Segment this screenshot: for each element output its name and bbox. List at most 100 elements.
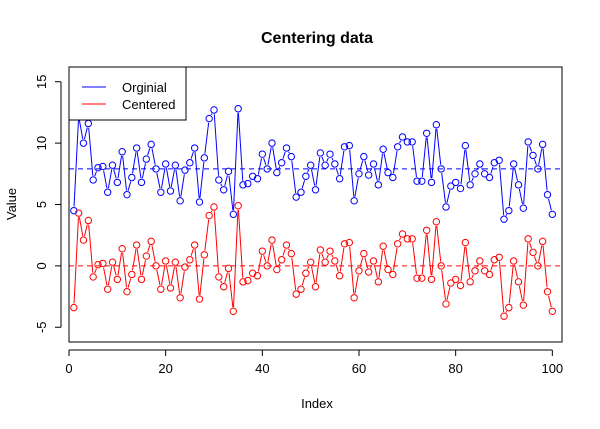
series-segment bbox=[122, 155, 128, 191]
series-segment bbox=[315, 254, 321, 283]
data-point bbox=[239, 181, 247, 189]
series-segment bbox=[257, 255, 263, 272]
data-point bbox=[534, 262, 542, 270]
data-point bbox=[190, 241, 199, 249]
series-segment bbox=[213, 211, 220, 273]
x-tick-label: 60 bbox=[352, 361, 366, 376]
data-point bbox=[302, 269, 310, 277]
series-segment bbox=[199, 161, 205, 198]
x-tick-label: 100 bbox=[541, 361, 563, 376]
data-point bbox=[268, 139, 276, 147]
data-point bbox=[282, 144, 291, 152]
data-point bbox=[495, 156, 503, 165]
data-point bbox=[538, 140, 547, 149]
series-segment bbox=[533, 159, 537, 166]
series-segment bbox=[310, 169, 316, 186]
data-point bbox=[277, 159, 286, 167]
data-point bbox=[128, 173, 136, 182]
data-point bbox=[166, 187, 175, 195]
series-segment bbox=[180, 174, 185, 197]
series-segment bbox=[175, 169, 181, 197]
series-segment bbox=[548, 295, 552, 308]
data-point bbox=[94, 260, 102, 269]
series-segment bbox=[321, 253, 325, 259]
y-tick-label: 10 bbox=[34, 136, 49, 150]
series-segment bbox=[156, 172, 161, 189]
data-point bbox=[287, 249, 296, 258]
series-segment bbox=[301, 277, 306, 286]
series-segment bbox=[436, 225, 442, 262]
legend-label-orginial: Orginial bbox=[122, 80, 167, 95]
series-segment bbox=[161, 168, 166, 189]
series-segment bbox=[161, 265, 166, 286]
data-point bbox=[297, 188, 305, 196]
series-segment bbox=[331, 254, 334, 258]
series-segment bbox=[518, 188, 523, 205]
x-axis: 0 20 40 60 80 100 bbox=[65, 349, 563, 376]
series-segment bbox=[354, 274, 359, 294]
plot-area bbox=[69, 105, 562, 320]
data-point bbox=[273, 265, 281, 274]
data-point bbox=[263, 165, 271, 173]
series-segment bbox=[170, 266, 176, 284]
x-tick-label: 0 bbox=[65, 361, 72, 376]
plot-frame bbox=[68, 66, 563, 343]
data-point bbox=[282, 241, 291, 249]
series-segment bbox=[529, 242, 533, 249]
data-point bbox=[297, 285, 305, 293]
series-segment bbox=[476, 264, 479, 268]
data-point bbox=[500, 215, 508, 223]
series-segment bbox=[307, 265, 310, 270]
series-segment bbox=[349, 246, 355, 294]
data-point bbox=[369, 257, 378, 265]
data-point bbox=[253, 272, 262, 280]
series-segment bbox=[267, 147, 272, 165]
series-centered bbox=[70, 202, 557, 320]
data-point bbox=[543, 287, 552, 296]
series-segment bbox=[220, 280, 223, 284]
series-segment bbox=[165, 265, 171, 284]
data-point bbox=[128, 270, 136, 279]
series-segment bbox=[446, 190, 451, 203]
series-segment bbox=[412, 145, 417, 178]
data-point bbox=[113, 275, 122, 284]
data-point bbox=[306, 161, 315, 169]
series-segment bbox=[237, 112, 244, 181]
data-point bbox=[147, 237, 155, 246]
data-point bbox=[543, 190, 552, 199]
series-segment bbox=[446, 287, 451, 300]
series-segment bbox=[84, 224, 88, 237]
series-segment bbox=[426, 137, 432, 179]
data-point bbox=[161, 160, 170, 168]
series-segment bbox=[326, 157, 329, 162]
data-point bbox=[210, 203, 218, 211]
series-segment bbox=[349, 149, 355, 197]
data-point bbox=[74, 209, 83, 217]
series-segment bbox=[199, 258, 205, 295]
series-segment bbox=[73, 120, 79, 207]
data-point bbox=[447, 279, 455, 287]
series-segment bbox=[542, 245, 548, 288]
series-segment bbox=[291, 257, 297, 291]
series-segment bbox=[431, 128, 437, 179]
data-point bbox=[398, 230, 407, 238]
data-point bbox=[461, 141, 470, 150]
data-point bbox=[355, 170, 363, 178]
series-segment bbox=[373, 264, 378, 278]
series-segment bbox=[117, 155, 123, 179]
data-point bbox=[466, 278, 474, 286]
data-point bbox=[219, 283, 228, 291]
data-point bbox=[326, 247, 334, 255]
series-segment bbox=[465, 149, 471, 181]
data-point bbox=[166, 284, 175, 292]
series-segment bbox=[263, 254, 267, 263]
data-point bbox=[137, 275, 146, 284]
series-segment bbox=[392, 247, 398, 271]
data-point bbox=[84, 216, 93, 225]
data-point bbox=[103, 285, 112, 293]
data-point bbox=[306, 258, 315, 266]
data-point bbox=[132, 144, 141, 152]
data-point bbox=[476, 257, 484, 265]
data-point bbox=[118, 244, 126, 253]
series-segment bbox=[151, 148, 156, 165]
